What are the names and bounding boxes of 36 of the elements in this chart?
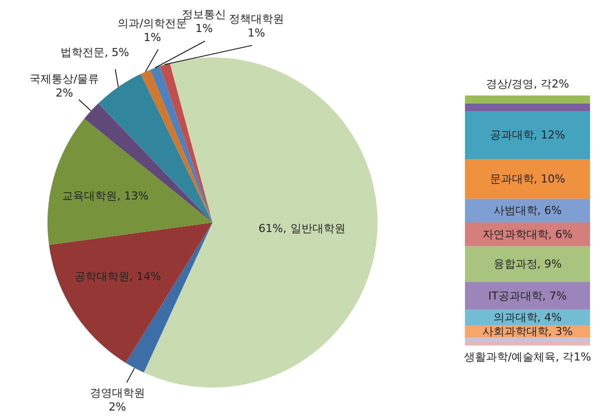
data-label: 사회과학대학, 3% [482, 325, 573, 338]
bar [465, 103, 590, 112]
data-label: 융합과정, 9% [493, 258, 562, 271]
data-label: 경상/경영, 각2% [486, 78, 570, 90]
bar [465, 198, 590, 222]
data-label: , 14% [129, 270, 161, 283]
data-label: 1% [248, 26, 266, 40]
data-label: 61%, [258, 222, 286, 236]
bar [465, 282, 590, 310]
bar [465, 158, 590, 199]
slice-label: 경영대학원 [90, 386, 145, 400]
data-label: 생활과학/예술체육, 각1% [464, 350, 592, 364]
data-label: IT공과대학, 7% [488, 289, 567, 302]
data-label: 1% [144, 30, 162, 44]
slice-label: 공학대학원 [74, 270, 130, 283]
data-label: 2% [108, 400, 126, 414]
slice-label: 정책대학원 [228, 12, 284, 26]
bar [465, 342, 590, 346]
data-label: 1% [195, 22, 213, 35]
slice-label: 법학전문 [60, 46, 105, 60]
bar [465, 338, 590, 342]
data-label: , 13% [117, 189, 149, 202]
data-label: 2% [56, 86, 74, 100]
bar [465, 111, 590, 159]
slice-label: 일반대학원 [290, 222, 346, 236]
data-label: 자연과학대학, 6% [482, 228, 573, 241]
slice-label: 정보통신 [182, 8, 226, 21]
data-label: 의과대학, 4% [493, 311, 562, 324]
data-label: 사범대학, 6% [493, 204, 562, 218]
data-label: 공과대학, 12% [490, 128, 566, 142]
slice-label: 국제통상/물류 [29, 72, 100, 86]
data-label: , 5% [104, 46, 130, 60]
bar [465, 96, 590, 104]
bar [465, 246, 590, 282]
data-label: 문과대학, 10% [490, 172, 566, 186]
slice-label: 교육대학원 [62, 189, 118, 202]
